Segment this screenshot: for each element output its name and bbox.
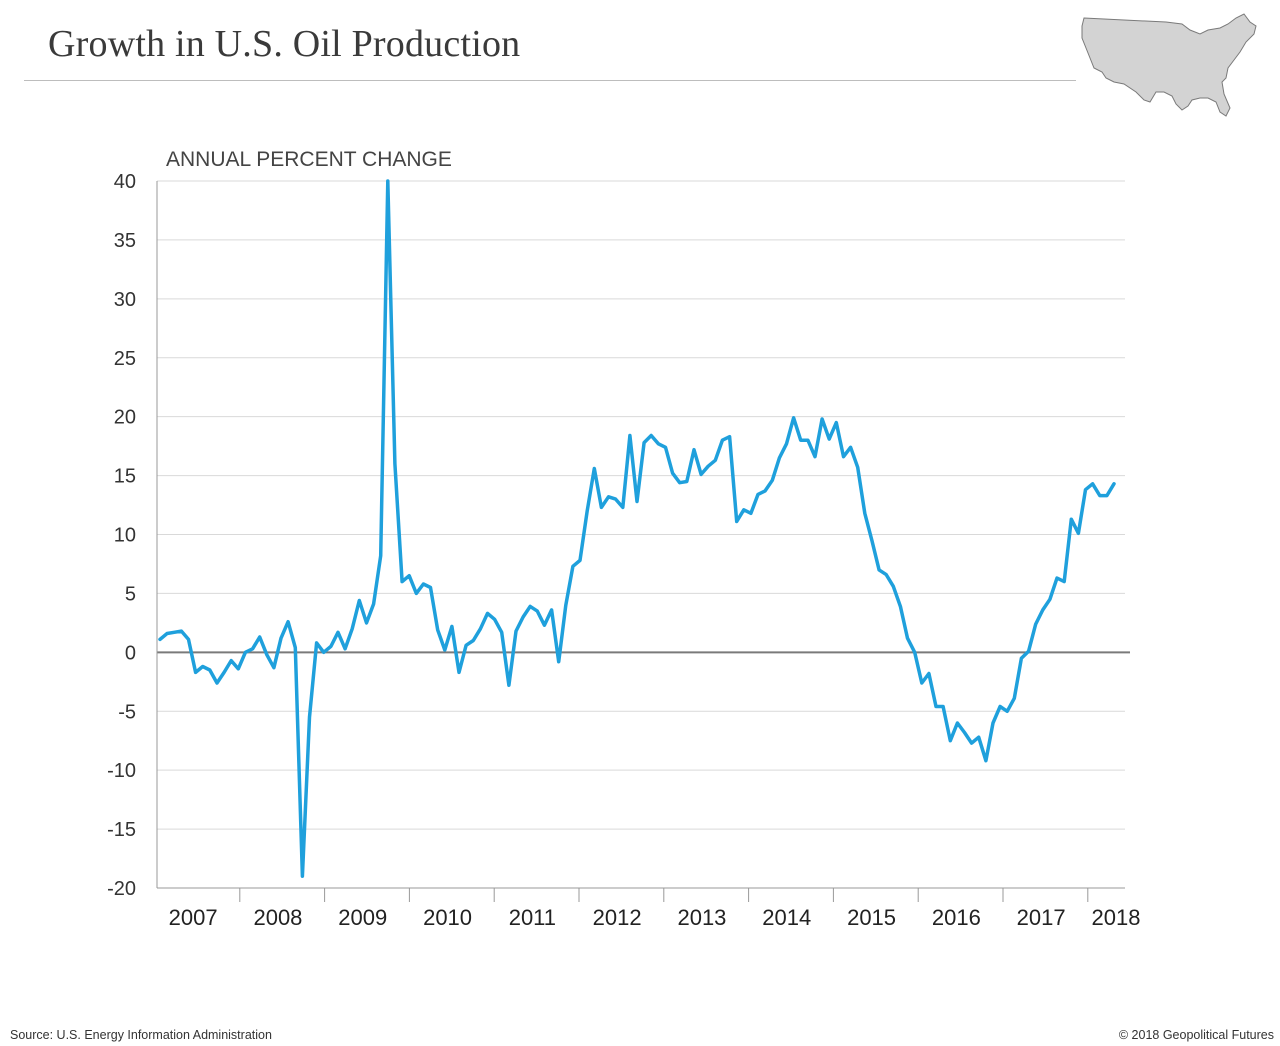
x-tick-label: 2010 <box>423 905 472 930</box>
line-chart: ANNUAL PERCENT CHANGE4035302520151050-5-… <box>107 148 1141 930</box>
x-tick-label: 2018 <box>1092 905 1141 930</box>
copyright-note: © 2018 Geopolitical Futures <box>1118 1028 1274 1042</box>
us-map-icon <box>1081 13 1257 117</box>
x-tick-label: 2016 <box>932 905 981 930</box>
chart-title: Growth in U.S. Oil Production <box>48 23 521 65</box>
x-tick-label: 2009 <box>338 905 387 930</box>
y-tick-label: -10 <box>107 760 136 782</box>
y-tick-label: 35 <box>114 230 136 252</box>
title-divider <box>24 80 1076 81</box>
y-tick-label: 5 <box>125 583 136 605</box>
x-tick-label: 2015 <box>847 905 896 930</box>
y-tick-label: 15 <box>114 466 136 488</box>
x-tick-label: 2013 <box>677 905 726 930</box>
x-tick-label: 2011 <box>509 905 556 930</box>
y-tick-label: 25 <box>114 348 136 370</box>
y-tick-label: -20 <box>107 878 136 900</box>
y-tick-label: 20 <box>114 407 136 429</box>
y-tick-label: 30 <box>114 289 136 311</box>
y-tick-label: 40 <box>114 171 136 193</box>
y-tick-label: 10 <box>114 525 136 547</box>
x-tick-label: 2014 <box>762 905 811 930</box>
y-tick-label: -15 <box>107 819 136 841</box>
y-axis-label: ANNUAL PERCENT CHANGE <box>166 148 452 171</box>
x-tick-label: 2012 <box>593 905 642 930</box>
series-line <box>158 179 1116 878</box>
x-tick-label: 2007 <box>169 905 218 930</box>
y-tick-label: -5 <box>118 701 136 723</box>
x-tick-label: 2017 <box>1017 905 1066 930</box>
source-note: Source: U.S. Energy Information Administ… <box>10 1028 272 1042</box>
x-tick-label: 2008 <box>253 905 302 930</box>
y-tick-label: 0 <box>125 642 136 664</box>
